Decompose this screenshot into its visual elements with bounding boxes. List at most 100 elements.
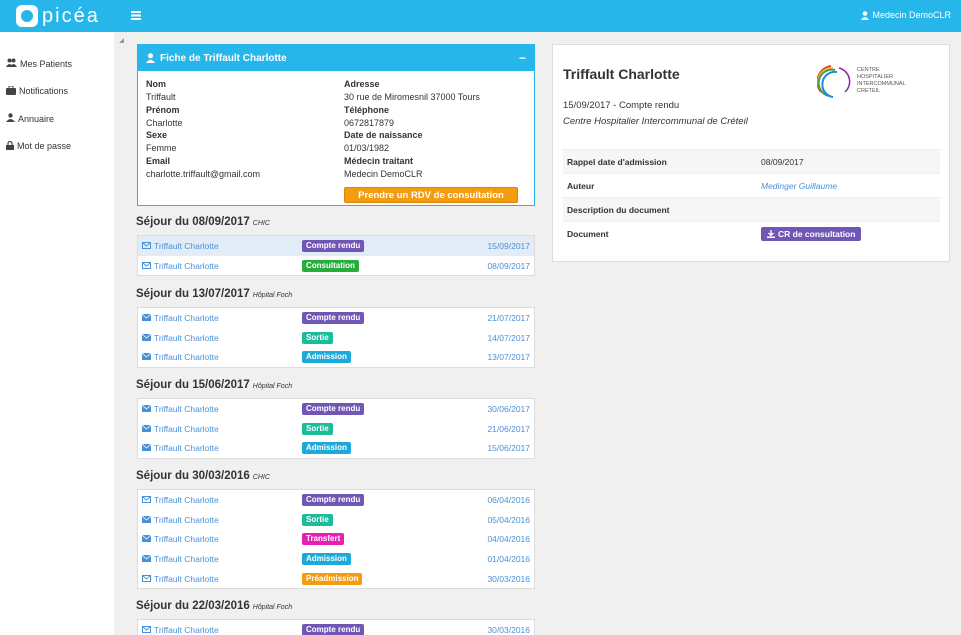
sejour-title: Séjour du 13/07/2017 Hôpital Foch xyxy=(136,288,292,300)
document-row[interactable]: Triffault Charlotte Compte rendu 06/04/2… xyxy=(138,490,534,510)
envelope-icon xyxy=(141,443,152,453)
sejour-title: Séjour du 08/09/2017 CHIC xyxy=(136,216,270,228)
document-type-badge: Préadmission xyxy=(302,572,363,585)
sejour-date: Séjour du 30/03/2016 xyxy=(136,470,250,482)
logo-line: INTERCOMMUNAL xyxy=(857,81,906,87)
logo-line: CRETEIL xyxy=(857,88,880,94)
envelope-icon xyxy=(142,574,151,584)
hamburger-icon xyxy=(131,11,141,20)
sejour-site: Hôpital Foch xyxy=(252,292,293,299)
briefcase-icon xyxy=(6,85,16,97)
email-value: charlotte.triffault@gmail.com xyxy=(146,169,261,179)
document-patient-name: Triffault Charlotte xyxy=(154,494,219,505)
document-patient: Triffault Charlotte xyxy=(142,495,219,505)
envelope-icon xyxy=(141,534,152,544)
sejour-date: Séjour du 15/06/2017 xyxy=(136,379,250,391)
sejour-title: Séjour du 15/06/2017 Hôpital Foch xyxy=(136,379,292,391)
envelope-icon xyxy=(141,333,152,343)
document-row[interactable]: Triffault Charlotte Admission 13/07/2017 xyxy=(138,347,534,367)
download-document-button[interactable]: CR de consultation xyxy=(761,226,862,241)
main-content: Fiche de Triffault Charlotte − Nom Triff… xyxy=(114,32,961,635)
document-patient-name: Triffault Charlotte xyxy=(154,240,219,251)
sidebar-item-mot-de-passe[interactable]: Mot de passe xyxy=(0,133,114,161)
document-row[interactable]: Triffault Charlotte Sortie 21/06/2017 xyxy=(138,419,534,439)
document-row[interactable]: Triffault Charlotte Compte rendu 30/03/2… xyxy=(138,620,534,635)
document-type-badge: Sortie xyxy=(302,331,333,344)
envelope-icon xyxy=(142,495,151,505)
adresse-label: Adresse xyxy=(344,79,380,89)
sejour-date: Séjour du 22/03/2016 xyxy=(136,600,250,612)
document-patient: Triffault Charlotte xyxy=(141,313,219,323)
sidebar-item-mes-patients[interactable]: Mes Patients xyxy=(0,50,114,78)
detail-row: Rappel date d'admission 08/09/2017 xyxy=(563,149,940,173)
document-row[interactable]: Triffault Charlotte Admission 15/06/2017 xyxy=(138,438,534,458)
document-date: 08/09/2017 xyxy=(487,260,530,271)
user-menu[interactable]: Medecin DemoCLR xyxy=(861,10,951,20)
document-row[interactable]: Triffault Charlotte Sortie 05/04/2016 xyxy=(138,510,534,530)
document-type-badge: Sortie xyxy=(302,422,333,435)
prenom-label: Prénom xyxy=(146,105,180,115)
document-row[interactable]: Triffault Charlotte Préadmission 30/03/2… xyxy=(138,569,534,589)
document-type-badge: Admission xyxy=(302,351,351,364)
users-icon xyxy=(6,58,17,69)
detail-value[interactable]: Medinger Guillaume xyxy=(761,180,838,191)
document-date: 21/06/2017 xyxy=(487,423,530,434)
detail-subtitle: 15/09/2017 - Compte rendu xyxy=(563,100,680,111)
document-patient: Triffault Charlotte xyxy=(142,241,219,251)
document-patient: Triffault Charlotte xyxy=(141,404,219,414)
sidebar-item-notifications[interactable]: Notifications xyxy=(0,78,114,106)
document-detail-panel: Triffault Charlotte 15/09/2017 - Compte … xyxy=(552,44,950,262)
sexe-value: Femme xyxy=(146,143,177,153)
sejour-document-list: Triffault Charlotte Compte rendu 21/07/2… xyxy=(137,307,535,369)
sejour-title: Séjour du 22/03/2016 Hôpital Foch xyxy=(136,600,292,612)
document-patient-name: Triffault Charlotte xyxy=(154,423,219,434)
sejour-date: Séjour du 13/07/2017 xyxy=(136,288,250,300)
document-row[interactable]: Triffault Charlotte Compte rendu 15/09/2… xyxy=(138,236,534,256)
document-patient-name: Triffault Charlotte xyxy=(154,352,219,363)
document-type-badge: Compte rendu xyxy=(302,493,365,506)
logo-mark-icon xyxy=(16,5,38,27)
document-patient: Triffault Charlotte xyxy=(141,352,219,363)
document-row[interactable]: Triffault Charlotte Transfert 04/04/2016 xyxy=(138,529,534,549)
detail-patient-name: Triffault Charlotte xyxy=(563,66,680,82)
book-appointment-button[interactable]: Prendre un RDV de consultation xyxy=(344,187,518,203)
menu-toggle-button[interactable] xyxy=(131,8,141,23)
envelope-icon xyxy=(142,241,151,251)
detail-row: Description du document xyxy=(563,197,940,221)
app-logo[interactable]: picéa xyxy=(16,4,100,28)
document-date: 05/04/2016 xyxy=(487,514,530,525)
envelope-icon xyxy=(141,404,152,414)
dob-value: 01/03/1982 xyxy=(344,143,390,153)
document-row[interactable]: Triffault Charlotte Compte rendu 21/07/2… xyxy=(138,308,534,328)
document-row[interactable]: Triffault Charlotte Sortie 14/07/2017 xyxy=(138,328,534,348)
sidebar: Mes Patients Notifications Annuaire Mot de … xyxy=(0,32,114,635)
sejour-document-list: Triffault Charlotte Compte rendu 15/09/2… xyxy=(137,235,535,277)
download-label: CR de consultation xyxy=(778,228,856,239)
document-row[interactable]: Triffault Charlotte Admission 01/04/2016 xyxy=(138,549,534,569)
dob-label: Date de naissance xyxy=(344,130,423,140)
document-patient-name: Triffault Charlotte xyxy=(154,624,219,635)
document-row[interactable]: Triffault Charlotte Compte rendu 30/06/2… xyxy=(138,399,534,419)
sejour-date: Séjour du 08/09/2017 xyxy=(136,216,250,228)
envelope-icon xyxy=(141,554,152,564)
document-date: 01/04/2016 xyxy=(487,553,530,564)
logo-line: CENTRE xyxy=(857,67,880,73)
document-date: 21/07/2017 xyxy=(487,312,530,323)
document-row[interactable]: Triffault Charlotte Consultation 08/09/2… xyxy=(138,256,534,276)
top-navbar: picéa Medecin DemoCLR xyxy=(0,0,961,32)
collapse-icon[interactable]: − xyxy=(518,51,526,65)
sidebar-item-label: Mot de passe xyxy=(17,141,72,152)
detail-row: Document CR de consultation xyxy=(563,221,940,245)
detail-hospital: Centre Hospitalier Intercommunal de Crét… xyxy=(563,116,748,127)
document-type-badge: Compte rendu xyxy=(302,623,365,635)
document-patient: Triffault Charlotte xyxy=(141,423,219,434)
sidebar-item-annuaire[interactable]: Annuaire xyxy=(0,105,114,133)
document-patient-name: Triffault Charlotte xyxy=(154,443,219,454)
patient-card: Fiche de Triffault Charlotte − Nom Triff… xyxy=(137,44,535,206)
document-patient-name: Triffault Charlotte xyxy=(154,260,219,271)
hospital-logo: CENTRE HOSPITALIER INTERCOMMUNAL CRETEIL xyxy=(817,65,906,98)
sejour-document-list: Triffault Charlotte Compte rendu 30/06/2… xyxy=(137,398,535,460)
collapse-corner-icon[interactable] xyxy=(119,38,124,43)
logo-line: HOSPITALIER xyxy=(857,74,893,80)
document-type-badge: Consultation xyxy=(302,259,359,272)
